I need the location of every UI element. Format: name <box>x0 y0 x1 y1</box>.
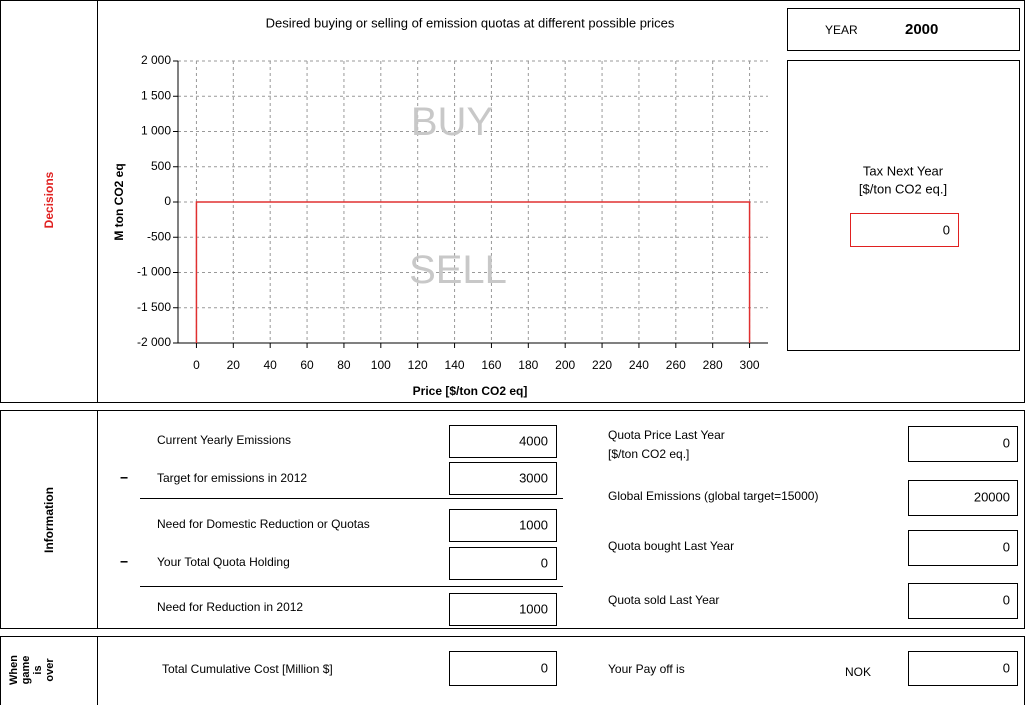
tax-label: Tax Next Year <box>863 163 944 178</box>
payoff-box <box>908 651 1018 686</box>
x-tick-label: 300 <box>740 358 760 372</box>
y-tick-label: 0 <box>164 194 171 208</box>
info-value: 20000 <box>974 489 1010 504</box>
tax-input[interactable] <box>850 213 959 247</box>
info-value: 1000 <box>519 601 548 616</box>
data-line <box>195 201 751 343</box>
payoff-label: Your Pay off is <box>608 662 685 676</box>
x-tick-label: 140 <box>445 358 465 372</box>
cost-label: Total Cumulative Cost [Million $] <box>162 662 333 676</box>
value-box <box>908 530 1018 566</box>
payoff-unit: NOK <box>845 665 871 679</box>
annotation: BUY <box>411 100 493 144</box>
x-tick-label: 120 <box>408 358 428 372</box>
y-tick-label: -500 <box>147 229 171 243</box>
game-over-panel <box>0 636 1025 705</box>
cost-box <box>449 651 557 686</box>
information-panel <box>0 410 1025 629</box>
x-tick-label: 240 <box>629 358 649 372</box>
info-value: 4000 <box>519 433 548 448</box>
info-label: Global Emissions (global target=15000) <box>608 489 818 503</box>
chart-title: Desired buying or selling of emission qu… <box>266 15 675 30</box>
section-label: over <box>44 658 56 682</box>
x-axis-label: Price [$/ton CO2 eq] <box>413 384 528 398</box>
x-tick-label: 220 <box>592 358 612 372</box>
x-tick-label: 260 <box>666 358 686 372</box>
value-box <box>449 593 557 626</box>
y-tick-label: -2 000 <box>137 335 171 349</box>
info-label: Quota bought Last Year <box>608 539 734 553</box>
info-label: Quota sold Last Year <box>608 593 719 607</box>
operator: − <box>120 470 128 486</box>
year-value: 2000 <box>905 21 938 38</box>
x-tick-label: 160 <box>481 358 501 372</box>
year-label: YEAR <box>825 23 858 37</box>
section-label: game <box>20 656 32 685</box>
x-tick-label: 0 <box>193 358 200 372</box>
x-tick-label: 60 <box>300 358 314 372</box>
section-label: Information <box>42 487 56 553</box>
x-tick-label: 280 <box>703 358 723 372</box>
value-box <box>908 583 1018 619</box>
info-label: Need for Reduction in 2012 <box>157 600 303 614</box>
info-value: 0 <box>1003 592 1010 607</box>
info-label: Current Yearly Emissions <box>157 433 291 447</box>
value-box <box>449 425 557 458</box>
value-box <box>908 480 1018 516</box>
tax-value[interactable]: 0 <box>943 222 950 237</box>
value-box <box>449 509 557 542</box>
value-box <box>449 462 557 495</box>
section-label: is <box>32 665 44 674</box>
y-tick-label: 2 000 <box>141 53 171 67</box>
value-box <box>449 547 557 580</box>
tax-panel <box>787 60 1020 351</box>
tax-unit: [$/ton CO2 eq.] <box>859 181 947 196</box>
info-value: 1000 <box>519 517 548 532</box>
y-tick-label: -1 500 <box>137 300 171 314</box>
value-box <box>908 426 1018 462</box>
section-label: Decisions <box>42 171 56 228</box>
x-tick-label: 40 <box>264 358 278 372</box>
info-value: 0 <box>541 555 548 570</box>
info-sublabel: [$/ton CO2 eq.] <box>608 447 689 461</box>
payoff-value: 0 <box>1003 660 1010 675</box>
info-value: 0 <box>1003 435 1010 450</box>
decisions-panel <box>0 0 1025 403</box>
y-tick-label: -1 000 <box>137 265 171 279</box>
cost-value: 0 <box>541 660 548 675</box>
x-tick-label: 100 <box>371 358 391 372</box>
info-value: 0 <box>1003 539 1010 554</box>
section-label: When <box>8 655 20 685</box>
annotation: SELL <box>409 248 507 292</box>
year-box <box>787 8 1020 51</box>
info-label: Target for emissions in 2012 <box>157 471 307 485</box>
y-axis-label: M ton CO2 eq <box>112 163 126 240</box>
info-label: Your Total Quota Holding <box>157 555 290 569</box>
x-tick-label: 180 <box>518 358 538 372</box>
info-label: Quota Price Last Year <box>608 428 725 442</box>
info-label: Need for Domestic Reduction or Quotas <box>157 517 370 531</box>
x-tick-label: 200 <box>555 358 575 372</box>
info-value: 3000 <box>519 470 548 485</box>
y-tick-label: 1 500 <box>141 88 171 102</box>
operator: − <box>120 554 128 570</box>
y-tick-label: 500 <box>151 159 171 173</box>
x-tick-label: 80 <box>337 358 351 372</box>
y-tick-label: 1 000 <box>141 124 171 138</box>
x-tick-label: 20 <box>227 358 241 372</box>
